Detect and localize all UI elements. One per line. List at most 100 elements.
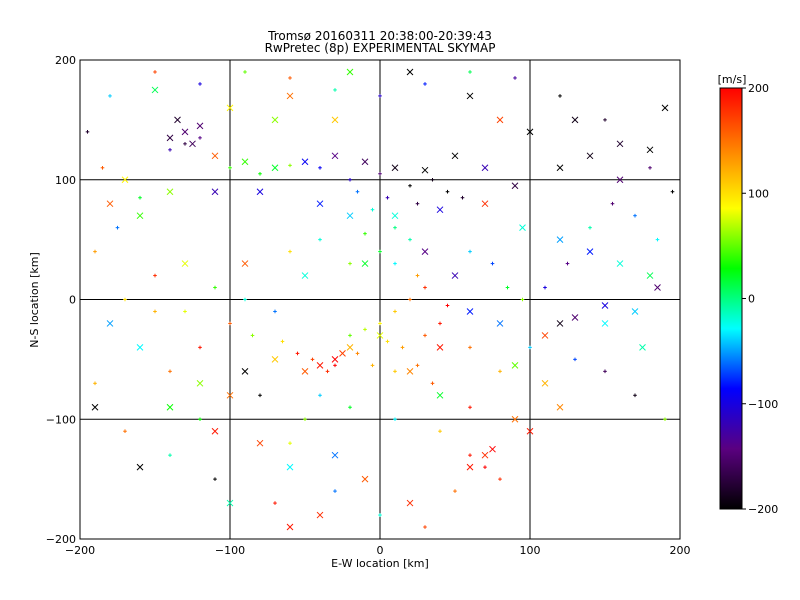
data-point bbox=[376, 332, 384, 339]
data-point bbox=[196, 379, 204, 387]
data-point bbox=[496, 320, 504, 327]
data-point bbox=[100, 165, 105, 170]
data-point bbox=[513, 76, 517, 80]
data-point bbox=[303, 417, 307, 422]
data-point bbox=[301, 158, 309, 166]
data-point bbox=[406, 68, 414, 76]
data-point bbox=[408, 237, 412, 242]
data-point bbox=[318, 165, 322, 170]
data-point bbox=[325, 369, 330, 374]
data-point bbox=[370, 207, 375, 212]
data-point bbox=[498, 477, 502, 481]
data-point bbox=[271, 356, 279, 363]
data-point bbox=[468, 70, 472, 74]
data-point bbox=[385, 339, 390, 344]
data-point bbox=[391, 164, 399, 172]
data-point bbox=[451, 152, 459, 160]
data-point bbox=[271, 164, 279, 172]
data-point bbox=[168, 369, 172, 374]
data-point bbox=[481, 200, 489, 208]
data-point bbox=[603, 369, 607, 374]
colorbar: [m/s] 200 100 0 −100 −200 bbox=[718, 73, 779, 516]
data-point bbox=[213, 477, 217, 481]
data-point bbox=[348, 405, 352, 410]
data-point bbox=[226, 499, 234, 507]
data-point bbox=[166, 188, 174, 196]
data-point bbox=[453, 489, 457, 493]
colorbar-label: [m/s] bbox=[718, 73, 747, 86]
data-point bbox=[301, 272, 309, 279]
data-point bbox=[196, 122, 204, 130]
data-point bbox=[288, 76, 292, 80]
data-point bbox=[250, 333, 255, 338]
data-point bbox=[556, 403, 564, 411]
data-point bbox=[519, 224, 526, 232]
data-point bbox=[481, 451, 489, 459]
data-point bbox=[211, 152, 219, 160]
data-point bbox=[483, 465, 487, 469]
data-point bbox=[85, 130, 90, 134]
colorbar-tick-label: −200 bbox=[748, 503, 778, 516]
data-point bbox=[586, 248, 594, 255]
data-point bbox=[295, 351, 300, 356]
data-point bbox=[423, 285, 427, 290]
data-point bbox=[616, 176, 624, 184]
data-point bbox=[189, 140, 196, 148]
data-point bbox=[588, 225, 592, 230]
data-point bbox=[333, 88, 337, 92]
colorbar-tick-label: −100 bbox=[748, 398, 778, 411]
data-point bbox=[93, 249, 97, 254]
data-point bbox=[633, 213, 637, 218]
data-point bbox=[198, 345, 202, 350]
data-point bbox=[288, 249, 292, 254]
data-point bbox=[331, 451, 339, 459]
data-point bbox=[393, 225, 397, 230]
data-point bbox=[466, 463, 474, 471]
data-point bbox=[258, 393, 262, 398]
data-point bbox=[616, 260, 624, 267]
data-point bbox=[166, 403, 174, 411]
data-point bbox=[258, 171, 262, 176]
x-tick-label: 200 bbox=[670, 544, 691, 557]
data-point bbox=[655, 237, 660, 242]
data-point bbox=[346, 68, 354, 76]
data-point bbox=[603, 118, 607, 122]
data-point bbox=[616, 140, 624, 148]
x-axis-ticks: −200 −100 0 100 200 bbox=[65, 544, 691, 557]
data-point bbox=[610, 201, 615, 206]
data-point bbox=[520, 297, 525, 302]
data-point bbox=[211, 427, 219, 435]
data-point bbox=[601, 320, 609, 327]
data-point bbox=[393, 417, 397, 422]
data-point bbox=[498, 369, 502, 374]
data-point bbox=[468, 345, 472, 350]
data-point bbox=[106, 320, 114, 327]
data-point bbox=[213, 285, 217, 290]
data-point bbox=[631, 308, 639, 315]
data-point bbox=[423, 82, 427, 86]
data-point bbox=[436, 391, 444, 399]
data-point bbox=[256, 439, 264, 447]
y-axis-label: N-S location [km] bbox=[28, 252, 41, 348]
data-point bbox=[333, 363, 337, 368]
data-point bbox=[445, 303, 450, 308]
data-point bbox=[438, 429, 442, 434]
y-tick-label: −100 bbox=[46, 413, 76, 426]
data-point bbox=[115, 225, 120, 230]
data-point bbox=[558, 94, 562, 98]
data-point bbox=[423, 525, 427, 529]
data-point bbox=[241, 260, 249, 267]
data-point bbox=[423, 333, 427, 338]
data-point bbox=[168, 148, 172, 152]
data-point bbox=[421, 248, 429, 255]
data-point bbox=[121, 176, 129, 184]
data-point bbox=[198, 82, 202, 86]
y-axis-ticks: −200 −100 0 100 200 bbox=[46, 54, 76, 546]
y-tick-label: 0 bbox=[69, 294, 76, 307]
data-point bbox=[601, 302, 609, 309]
data-point bbox=[226, 391, 234, 399]
grid-lines bbox=[79, 59, 681, 540]
data-point bbox=[181, 128, 189, 136]
data-point bbox=[355, 351, 360, 356]
